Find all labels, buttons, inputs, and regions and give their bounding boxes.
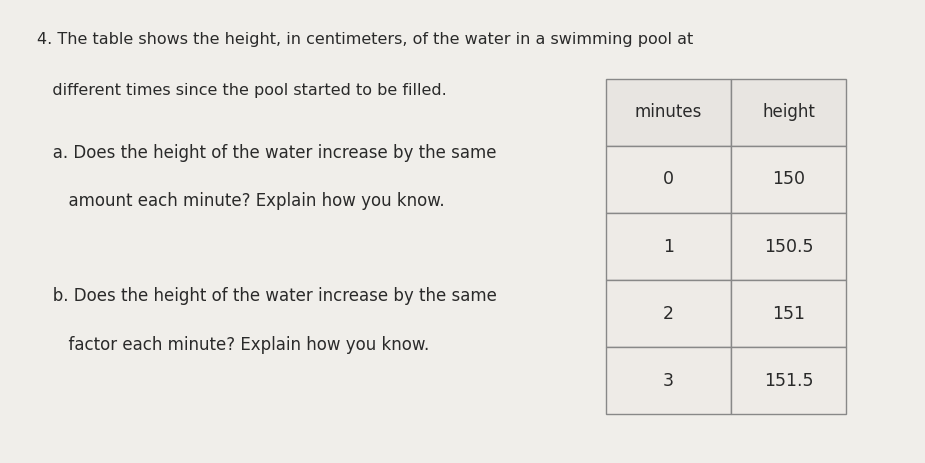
Text: 0: 0: [663, 170, 673, 188]
Text: 150: 150: [772, 170, 805, 188]
Text: 150.5: 150.5: [764, 238, 813, 256]
Bar: [731, 213, 846, 280]
Text: 151.5: 151.5: [764, 372, 813, 390]
Bar: [606, 213, 731, 280]
Text: height: height: [762, 103, 815, 121]
Text: minutes: minutes: [635, 103, 702, 121]
Bar: [731, 280, 846, 347]
Text: 1: 1: [663, 238, 673, 256]
Bar: [731, 347, 846, 414]
Text: amount each minute? Explain how you know.: amount each minute? Explain how you know…: [37, 192, 445, 210]
Text: 151: 151: [772, 305, 805, 323]
Text: different times since the pool started to be filled.: different times since the pool started t…: [37, 83, 447, 98]
Text: 2: 2: [663, 305, 673, 323]
Bar: [606, 280, 731, 347]
Text: 4. The table shows the height, in centimeters, of the water in a swimming pool a: 4. The table shows the height, in centim…: [37, 32, 693, 47]
Bar: [606, 347, 731, 414]
Text: factor each minute? Explain how you know.: factor each minute? Explain how you know…: [37, 336, 429, 354]
Bar: [606, 79, 731, 146]
Text: a. Does the height of the water increase by the same: a. Does the height of the water increase…: [37, 144, 497, 162]
Bar: [731, 79, 846, 146]
Bar: [731, 146, 846, 213]
Text: 3: 3: [663, 372, 673, 390]
Text: b. Does the height of the water increase by the same: b. Does the height of the water increase…: [37, 287, 497, 305]
Bar: [606, 146, 731, 213]
